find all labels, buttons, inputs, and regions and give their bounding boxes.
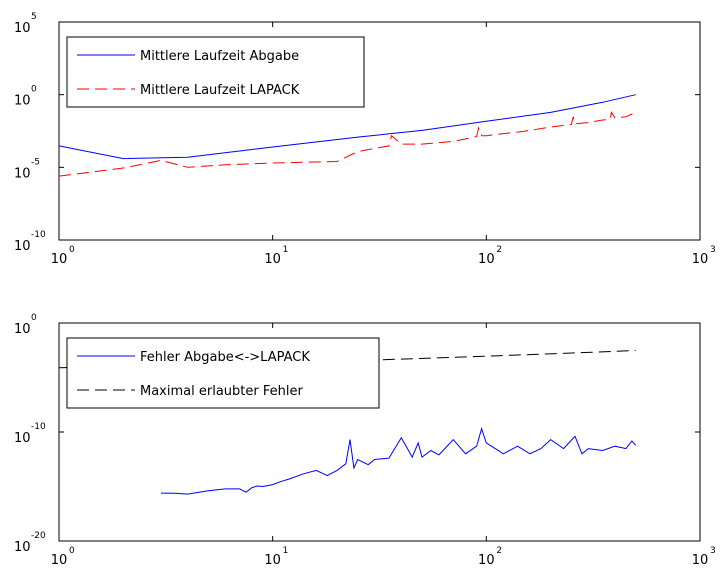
y-tick-label: 10 bbox=[14, 94, 31, 109]
x-tick-label: 10 bbox=[264, 252, 281, 267]
x-tick-exponent: 3 bbox=[710, 245, 716, 255]
y-tick-exponent: -5 bbox=[31, 157, 40, 167]
x-tick-exponent: 0 bbox=[69, 546, 75, 556]
y-tick-exponent: -10 bbox=[31, 230, 46, 240]
x-tick-label: 10 bbox=[51, 553, 68, 568]
legend-box bbox=[66, 337, 380, 409]
x-tick-exponent: 2 bbox=[496, 546, 502, 556]
y-tick-exponent: -20 bbox=[31, 531, 46, 541]
y-tick-label: 10 bbox=[14, 239, 31, 254]
legend-label-1: Mittlere Laufzeit LAPACK bbox=[140, 83, 300, 98]
y-tick-exponent: 0 bbox=[31, 313, 37, 323]
x-tick-exponent: 1 bbox=[283, 245, 289, 255]
x-tick-exponent: 3 bbox=[710, 546, 716, 556]
y-tick-exponent: 0 bbox=[31, 85, 37, 95]
y-tick-label: 10 bbox=[14, 166, 31, 181]
series-line-0 bbox=[160, 427, 637, 495]
x-tick-label: 10 bbox=[51, 252, 68, 267]
x-tick-label: 10 bbox=[692, 252, 709, 267]
series-line-0 bbox=[59, 94, 636, 160]
legend-label-1: Maximal erlaubter Fehler bbox=[140, 384, 303, 399]
x-tick-label: 10 bbox=[478, 252, 495, 267]
series-line-1 bbox=[59, 111, 636, 177]
y-tick-exponent: 5 bbox=[31, 12, 37, 22]
y-tick-label: 10 bbox=[14, 21, 31, 36]
y-tick-exponent: -10 bbox=[31, 422, 46, 432]
x-tick-exponent: 1 bbox=[283, 546, 289, 556]
x-tick-label: 10 bbox=[264, 553, 281, 568]
x-tick-label: 10 bbox=[692, 553, 709, 568]
x-tick-exponent: 0 bbox=[69, 245, 75, 255]
x-tick-exponent: 2 bbox=[496, 245, 502, 255]
y-tick-label: 10 bbox=[14, 322, 31, 337]
y-tick-label: 10 bbox=[14, 540, 31, 555]
legend-label-0: Mittlere Laufzeit Abgabe bbox=[140, 49, 299, 64]
x-tick-label: 10 bbox=[478, 553, 495, 568]
y-tick-label: 10 bbox=[14, 431, 31, 446]
legend-label-0: Fehler Abgabe<->LAPACK bbox=[140, 350, 310, 365]
legend-box bbox=[66, 36, 365, 108]
